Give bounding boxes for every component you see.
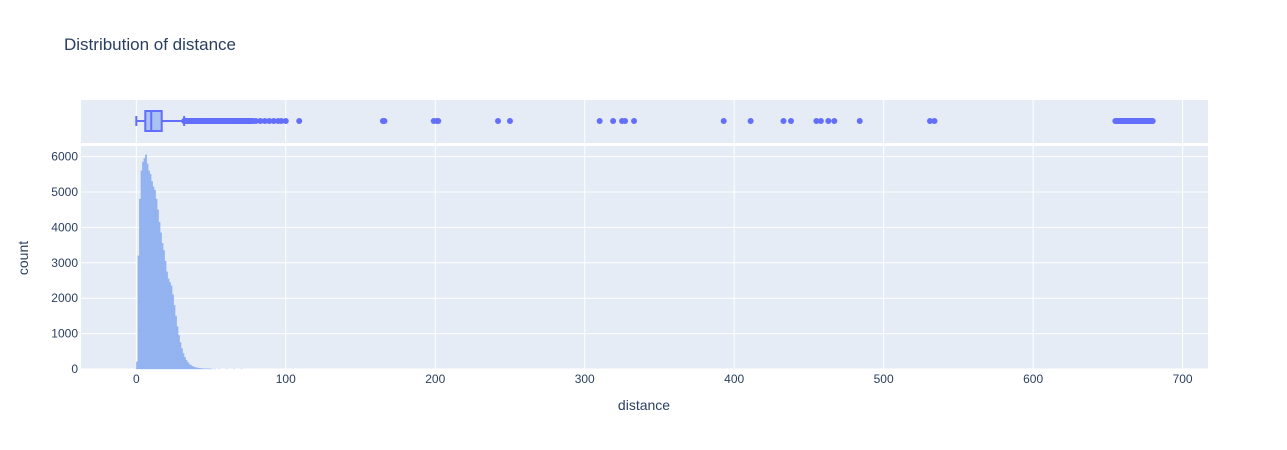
y-tick-label: 5000 — [51, 185, 78, 199]
histogram-bar — [180, 348, 183, 370]
box-outlier-point — [747, 118, 754, 124]
y-tick-label: 1000 — [51, 327, 78, 341]
histogram-bar — [194, 367, 197, 370]
histogram-bar — [186, 362, 189, 370]
box-outlier-point — [296, 118, 303, 124]
histogram-bar — [139, 198, 141, 370]
y-tick-label: 6000 — [51, 150, 78, 164]
histogram-bar — [164, 260, 167, 370]
histogram-bar — [146, 163, 149, 370]
histogram-bar — [136, 361, 138, 370]
histogram-bar — [157, 209, 159, 370]
box-outlier-point — [622, 118, 629, 124]
histogram-bar — [185, 360, 188, 370]
box-outlier-point — [817, 118, 824, 124]
box-outlier-point — [261, 118, 268, 124]
box-outlier-point — [266, 118, 273, 124]
y-axis-title: count — [15, 241, 31, 275]
chart-title: Distribution of distance — [64, 35, 236, 54]
y-tick-label: 4000 — [51, 220, 78, 234]
histogram-bar — [191, 366, 194, 370]
histogram-bar — [149, 174, 152, 370]
box-outlier-point — [856, 118, 863, 124]
y-tick-label: 2000 — [51, 291, 78, 305]
histogram-bar — [172, 294, 174, 370]
histogram-bar — [170, 285, 173, 370]
box-outlier-point — [282, 118, 289, 124]
histogram-bar — [166, 271, 168, 370]
box-outlier-point — [506, 118, 513, 124]
x-tick-label: 400 — [724, 372, 744, 386]
box-outlier-point — [610, 118, 617, 124]
histogram-bar — [179, 342, 182, 370]
box-outlier-point — [780, 118, 787, 124]
y-tick-label: 0 — [71, 362, 78, 376]
box-outlier-point — [495, 118, 502, 124]
histogram-bar — [163, 250, 165, 370]
histogram-bar — [175, 315, 177, 370]
box-outlier-point — [787, 118, 794, 124]
box-outlier-point — [631, 118, 638, 124]
histogram-bar — [137, 255, 140, 370]
x-axis-title: distance — [618, 397, 670, 413]
histogram-bar — [154, 190, 156, 370]
histogram-bar — [192, 366, 195, 370]
histogram-bar — [143, 158, 146, 370]
histogram-bar — [197, 367, 200, 370]
box-outlier-point — [926, 118, 933, 124]
y-tick-label: 3000 — [51, 256, 78, 270]
histogram-bar — [151, 181, 153, 370]
histogram-bar — [155, 198, 158, 370]
histogram-bar — [161, 243, 164, 370]
histogram-bar — [200, 368, 203, 370]
y-tick-labels: 0 1000 2000 3000 4000 5000 6000 — [51, 150, 78, 376]
x-tick-label: 600 — [1023, 372, 1043, 386]
box-plot — [135, 110, 1156, 132]
histogram-plot-area — [81, 146, 1208, 369]
x-tick-labels: 0 100 200 300 400 500 600 700 — [133, 372, 1193, 386]
box-outlier-point — [1149, 118, 1156, 124]
x-tick-label: 300 — [575, 372, 595, 386]
histogram-bar — [140, 170, 143, 370]
box-outlier-point — [720, 118, 727, 124]
box-outlier-point — [278, 118, 285, 124]
x-tick-label: 200 — [425, 372, 445, 386]
histogram-bar — [152, 186, 155, 370]
x-tick-label: 500 — [874, 372, 894, 386]
histogram-bar — [145, 154, 147, 370]
box-outlier-point — [252, 118, 259, 124]
x-tick-label: 700 — [1173, 372, 1193, 386]
box-outlier-point — [825, 118, 832, 124]
box-outlier-point — [435, 118, 442, 124]
histogram-bar — [169, 282, 171, 370]
box-outlier-point — [931, 118, 938, 124]
box-outlier-point — [381, 118, 388, 124]
box-outlier-point — [813, 118, 820, 124]
histogram-bar — [176, 326, 179, 370]
histogram-bar — [160, 232, 162, 370]
histogram-bar — [173, 305, 176, 370]
box-outlier-point — [596, 118, 603, 124]
histogram-bar — [148, 170, 150, 370]
histogram-bar — [188, 363, 191, 370]
box-outlier-point — [831, 118, 838, 124]
box-iqr — [144, 110, 163, 132]
histogram-bar — [178, 335, 180, 370]
x-tick-label: 0 — [133, 372, 140, 386]
box-outlier-point — [257, 118, 264, 124]
x-tick-label: 100 — [276, 372, 296, 386]
histogram-bar — [182, 353, 185, 370]
box-outlier-point — [270, 118, 277, 124]
histogram-bar — [167, 278, 170, 370]
histogram-bar — [189, 365, 192, 370]
histogram-gridlines — [81, 146, 1208, 370]
histogram-bar — [158, 221, 161, 370]
histogram-bar — [195, 367, 198, 370]
histogram-bars — [136, 154, 243, 370]
histogram-bar — [198, 368, 201, 370]
histogram-bar — [142, 161, 144, 370]
histogram-bar — [183, 357, 186, 370]
